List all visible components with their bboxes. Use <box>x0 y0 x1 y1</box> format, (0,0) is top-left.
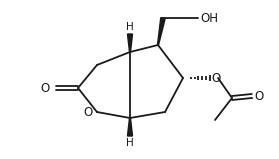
Text: H: H <box>126 138 134 148</box>
Text: H: H <box>126 22 134 32</box>
Text: OH: OH <box>200 11 218 24</box>
Text: O: O <box>41 82 50 94</box>
Text: O: O <box>84 107 93 120</box>
Text: O: O <box>211 72 220 84</box>
Polygon shape <box>128 118 133 136</box>
Polygon shape <box>158 18 165 45</box>
Polygon shape <box>128 34 133 52</box>
Text: O: O <box>254 90 263 103</box>
